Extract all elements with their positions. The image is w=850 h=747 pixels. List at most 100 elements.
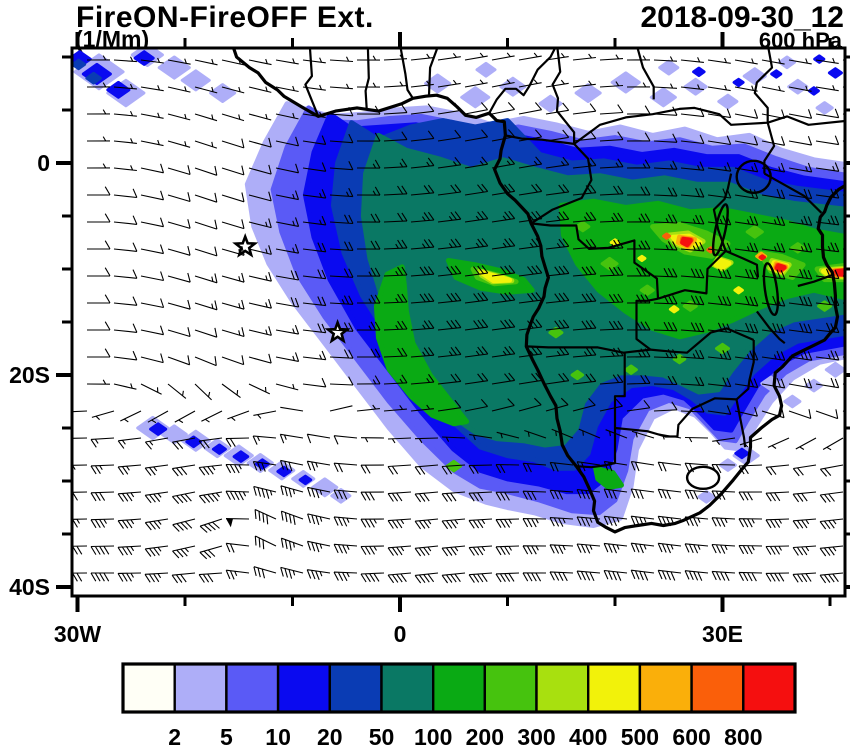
colorbar-cell <box>225 662 280 714</box>
lake-tanganyika <box>711 203 729 257</box>
lat-tick-label: 0 <box>37 150 50 176</box>
colorbar-label: 400 <box>569 724 607 747</box>
speckle <box>783 394 802 409</box>
colorbar-label: 5 <box>220 724 233 747</box>
colorbar-cell <box>742 662 797 714</box>
country-border <box>650 327 755 354</box>
colorbar-cell <box>121 662 176 714</box>
speckle <box>149 422 168 436</box>
colorbar-cell <box>328 662 383 714</box>
plot-datetime: 2018-09-30_12 <box>640 1 844 34</box>
country-border <box>657 173 733 300</box>
lon-tick-label: 30E <box>702 621 743 647</box>
contour-region <box>713 257 732 270</box>
colorbar-label: 600 <box>672 724 710 747</box>
colorbar-cell <box>690 662 745 714</box>
colorbar-label: 50 <box>369 724 395 747</box>
speckle <box>787 78 809 95</box>
plot-title: FireON-FireOFF Ext. <box>76 1 374 34</box>
colorbar-cell <box>587 662 642 714</box>
country-border <box>573 106 845 145</box>
contour-region <box>680 236 693 248</box>
speckle <box>624 364 638 375</box>
country-border <box>763 122 776 174</box>
colorbar-cell <box>380 662 435 714</box>
speckle <box>804 378 823 393</box>
lat-tick-label: 40S <box>9 574 50 600</box>
country-border <box>304 48 320 117</box>
speckle <box>815 101 834 115</box>
plot-units-label: (1/Mm) <box>75 26 150 52</box>
speckle <box>185 435 202 449</box>
lat-tick-label: 20S <box>9 362 50 388</box>
speckle <box>575 220 591 233</box>
colorbar-label: 2 <box>168 724 181 747</box>
contour-region <box>593 465 624 490</box>
speckle <box>658 59 680 76</box>
colorbar-label: 200 <box>466 724 504 747</box>
country-border <box>725 249 760 278</box>
country-border <box>364 48 370 109</box>
speckle <box>692 66 706 77</box>
speckle <box>683 77 708 96</box>
colorbar: 2 5 10 20 50 100 200 300 400 500 600 800 <box>121 662 797 747</box>
speckle <box>745 225 764 239</box>
speckle <box>778 55 796 70</box>
speckle <box>298 474 313 486</box>
speckle <box>276 465 292 478</box>
country-border <box>756 310 786 345</box>
speckle <box>637 254 647 262</box>
colorbar-label: 800 <box>724 724 762 747</box>
colorbar-cell <box>483 662 538 714</box>
colorbar-outline <box>121 662 797 714</box>
country-border <box>530 222 660 299</box>
speckle <box>211 443 227 455</box>
speckle <box>734 447 750 460</box>
speckle <box>715 342 730 355</box>
country-border <box>526 345 651 354</box>
colorbar-label: 20 <box>317 724 343 747</box>
speckle <box>758 254 766 261</box>
colorbar-cell <box>173 662 228 714</box>
speckle <box>610 71 641 94</box>
speckle <box>160 424 188 445</box>
speckle <box>662 232 672 240</box>
country-border <box>635 297 659 351</box>
island-star-marker <box>232 233 259 258</box>
island-star-marker <box>324 318 351 344</box>
lesotho-border <box>685 465 721 490</box>
speckle <box>180 69 211 92</box>
country-border <box>753 48 774 123</box>
contour-region <box>774 263 787 272</box>
colorbar-label: 500 <box>621 724 659 747</box>
speckle <box>732 77 745 88</box>
speckle <box>770 69 783 79</box>
speckle <box>311 477 339 498</box>
speckle <box>574 83 602 103</box>
map-content <box>72 48 845 596</box>
colorbar-label: 100 <box>414 724 452 747</box>
speckle <box>548 326 564 339</box>
country-border <box>551 48 576 144</box>
country-border <box>763 172 823 214</box>
speckle <box>807 86 820 96</box>
colorbar-label: 300 <box>517 724 555 747</box>
speckle <box>827 67 843 79</box>
contour-region <box>479 270 513 284</box>
pressure-level-label: 600 hPa <box>758 28 842 53</box>
speckle <box>697 490 716 504</box>
colorbar-cell <box>638 662 693 714</box>
contour-region <box>373 264 470 427</box>
lon-tick-label: 0 <box>394 621 407 647</box>
speckle <box>232 450 250 463</box>
speckle <box>668 305 680 314</box>
country-border <box>399 48 414 99</box>
speckle <box>475 61 497 78</box>
colorbar-cell <box>432 662 487 714</box>
colorbar-cell <box>276 662 332 714</box>
speckle <box>649 87 677 108</box>
lake-malawi <box>762 262 780 317</box>
country-border <box>488 48 557 114</box>
